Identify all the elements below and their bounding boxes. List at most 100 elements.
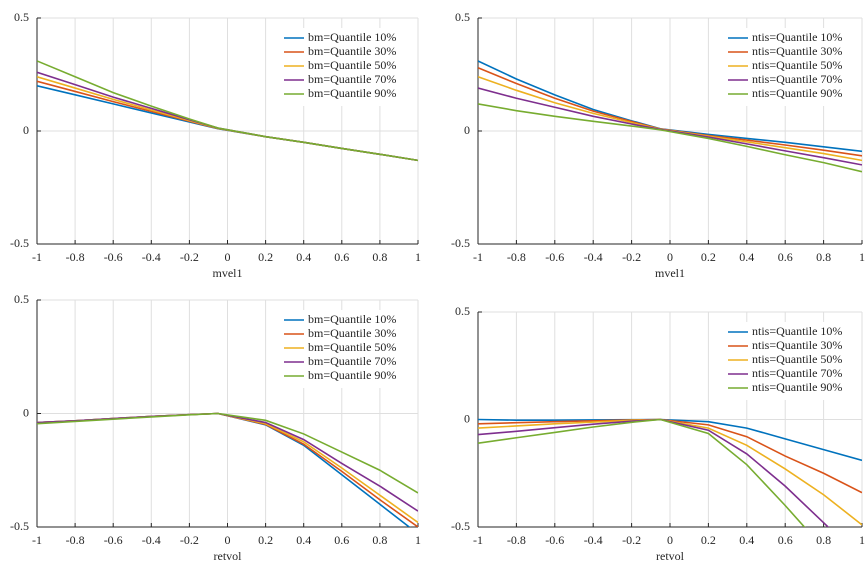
legend-label: bm=Quantile 10% (308, 312, 396, 326)
x-axis-label: retvol (656, 549, 685, 563)
x-tick-label: 1 (415, 533, 421, 547)
y-tick-label: 0 (464, 123, 470, 137)
x-tick-label: -0.8 (66, 250, 85, 264)
x-tick-label: -0.6 (545, 533, 564, 547)
y-tick-label: 0.5 (455, 10, 470, 24)
legend: ntis=Quantile 10%ntis=Quantile 30%ntis=Q… (722, 28, 852, 106)
x-tick-label: 0.4 (296, 533, 311, 547)
legend-label: ntis=Quantile 30% (752, 44, 842, 58)
x-tick-label: 0 (667, 250, 673, 264)
x-tick-label: -0.4 (142, 250, 161, 264)
x-tick-label: -0.8 (507, 533, 526, 547)
x-tick-label: 0.6 (778, 250, 793, 264)
legend-label: bm=Quantile 10% (308, 30, 396, 44)
y-tick-label: 0.5 (455, 304, 470, 318)
x-tick-label: -1 (473, 533, 483, 547)
y-tick-label: 0 (464, 411, 470, 425)
x-tick-label: 0.2 (701, 533, 716, 547)
x-tick-label: 0.4 (739, 250, 754, 264)
x-tick-label: 0.8 (372, 250, 387, 264)
x-tick-label: -1 (32, 533, 42, 547)
legend-label: ntis=Quantile 50% (752, 352, 842, 366)
data-line (478, 418, 806, 527)
x-tick-label: 1 (859, 250, 865, 264)
x-tick-label: 0.4 (296, 250, 311, 264)
legend-label: bm=Quantile 90% (308, 86, 396, 100)
legend-box (278, 310, 408, 388)
legend: bm=Quantile 10%bm=Quantile 30%bm=Quantil… (278, 28, 408, 106)
subplot: -1 -0.8 -0.6 -0.4 -0.2 0 0.2 0.4 0.6 0.8 1 -0.5 0 0.5… (451, 304, 865, 563)
x-tick-label: 0.2 (258, 250, 273, 264)
x-axis-label: mvel1 (655, 266, 685, 280)
x-tick-label: -0.4 (584, 250, 603, 264)
legend-label: ntis=Quantile 90% (752, 380, 842, 394)
data-line (478, 103, 862, 173)
legend-label: ntis=Quantile 10% (752, 324, 842, 338)
x-tick-label: -0.2 (180, 250, 199, 264)
x-tick-label: -0.4 (584, 533, 603, 547)
legend: bm=Quantile 10%bm=Quantile 30%bm=Quantil… (278, 310, 408, 388)
x-tick-label: 0.6 (334, 250, 349, 264)
legend-label: ntis=Quantile 10% (752, 30, 842, 44)
legend: ntis=Quantile 10%ntis=Quantile 30%ntis=Q… (722, 322, 852, 400)
legend-label: bm=Quantile 50% (308, 340, 396, 354)
x-tick-label: -0.4 (142, 533, 161, 547)
x-tick-label: -1 (32, 250, 42, 264)
data-line (37, 412, 418, 494)
x-tick-label: -0.6 (104, 533, 123, 547)
x-tick-label: 0.8 (816, 533, 831, 547)
y-tick-label: -0.5 (451, 519, 470, 533)
y-tick-label: -0.5 (451, 236, 470, 250)
lines (37, 60, 418, 162)
legend-box (722, 28, 852, 106)
x-tick-label: 1 (415, 250, 421, 264)
legend-label: ntis=Quantile 30% (752, 338, 842, 352)
legend-label: bm=Quantile 30% (308, 326, 396, 340)
x-tick-label: 0 (667, 533, 673, 547)
legend-label: ntis=Quantile 70% (752, 72, 842, 86)
x-tick-label: -0.8 (507, 250, 526, 264)
subplot: -1 -0.8 -0.6 -0.4 -0.2 0 0.2 0.4 0.6 0.8 1 -0.5 0 0.5… (10, 10, 421, 280)
legend-label: ntis=Quantile 70% (752, 366, 842, 380)
y-tick-label: -0.5 (10, 236, 29, 250)
x-tick-label: 0.6 (334, 533, 349, 547)
x-tick-label: -0.2 (180, 533, 199, 547)
x-tick-label: -0.8 (66, 533, 85, 547)
x-tick-label: 0.2 (701, 250, 716, 264)
x-tick-label: 0.6 (778, 533, 793, 547)
x-tick-label: -1 (473, 250, 483, 264)
x-tick-label: 0.8 (816, 250, 831, 264)
legend-label: bm=Quantile 70% (308, 354, 396, 368)
y-tick-label: -0.5 (10, 519, 29, 533)
legend-label: ntis=Quantile 90% (752, 86, 842, 100)
y-tick-label: 0.5 (14, 10, 29, 24)
subplot: -1 -0.8 -0.6 -0.4 -0.2 0 0.2 0.4 0.6 0.8 1 -0.5 0 0.5… (451, 10, 865, 280)
x-tick-label: -0.2 (622, 533, 641, 547)
subplot: -1 -0.8 -0.6 -0.4 -0.2 0 0.2 0.4 0.6 0.8 1 -0.5 0 0.5… (10, 292, 421, 563)
x-axis-label: retvol (214, 549, 243, 563)
y-tick-label: 0.5 (14, 292, 29, 306)
x-tick-label: 1 (859, 533, 865, 547)
legend-label: bm=Quantile 70% (308, 72, 396, 86)
y-tick-label: 0 (23, 123, 29, 137)
x-tick-label: 0.4 (739, 533, 754, 547)
data-line (37, 60, 418, 162)
lines (37, 412, 418, 527)
lines (478, 418, 862, 527)
y-tick-label: 0 (23, 405, 29, 419)
x-tick-label: 0 (225, 250, 231, 264)
legend-label: bm=Quantile 30% (308, 44, 396, 58)
legend-box (722, 322, 852, 400)
x-tick-label: 0 (225, 533, 231, 547)
x-tick-label: -0.2 (622, 250, 641, 264)
legend-label: bm=Quantile 50% (308, 58, 396, 72)
x-tick-label: 0.2 (258, 533, 273, 547)
lines (478, 60, 862, 173)
legend-label: ntis=Quantile 50% (752, 58, 842, 72)
x-axis-label: mvel1 (213, 266, 243, 280)
x-tick-label: -0.6 (545, 250, 564, 264)
legend-label: bm=Quantile 90% (308, 368, 396, 382)
x-tick-label: -0.6 (104, 250, 123, 264)
legend-box (278, 28, 408, 106)
